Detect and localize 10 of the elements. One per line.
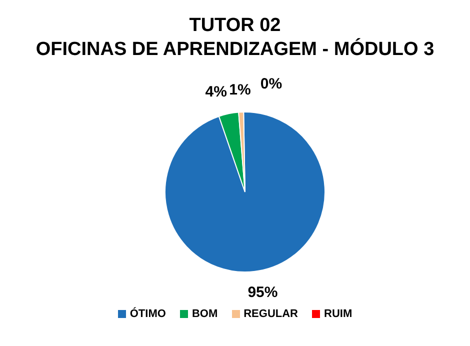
chart-title: TUTOR 02 OFICINAS DE APRENDIZAGEM - MÓDULO 3 (34, 14, 436, 62)
legend-label: ÓTIMO (130, 308, 166, 320)
data-label: 95% (248, 284, 278, 301)
legend-label: RUIM (324, 308, 352, 320)
pie-slice (164, 112, 326, 272)
legend-label: REGULAR (244, 308, 298, 320)
data-label: 4% (205, 84, 227, 101)
text: 0% (260, 76, 282, 93)
data-label: 1% (229, 82, 251, 99)
legend-label: BOM (192, 308, 218, 320)
